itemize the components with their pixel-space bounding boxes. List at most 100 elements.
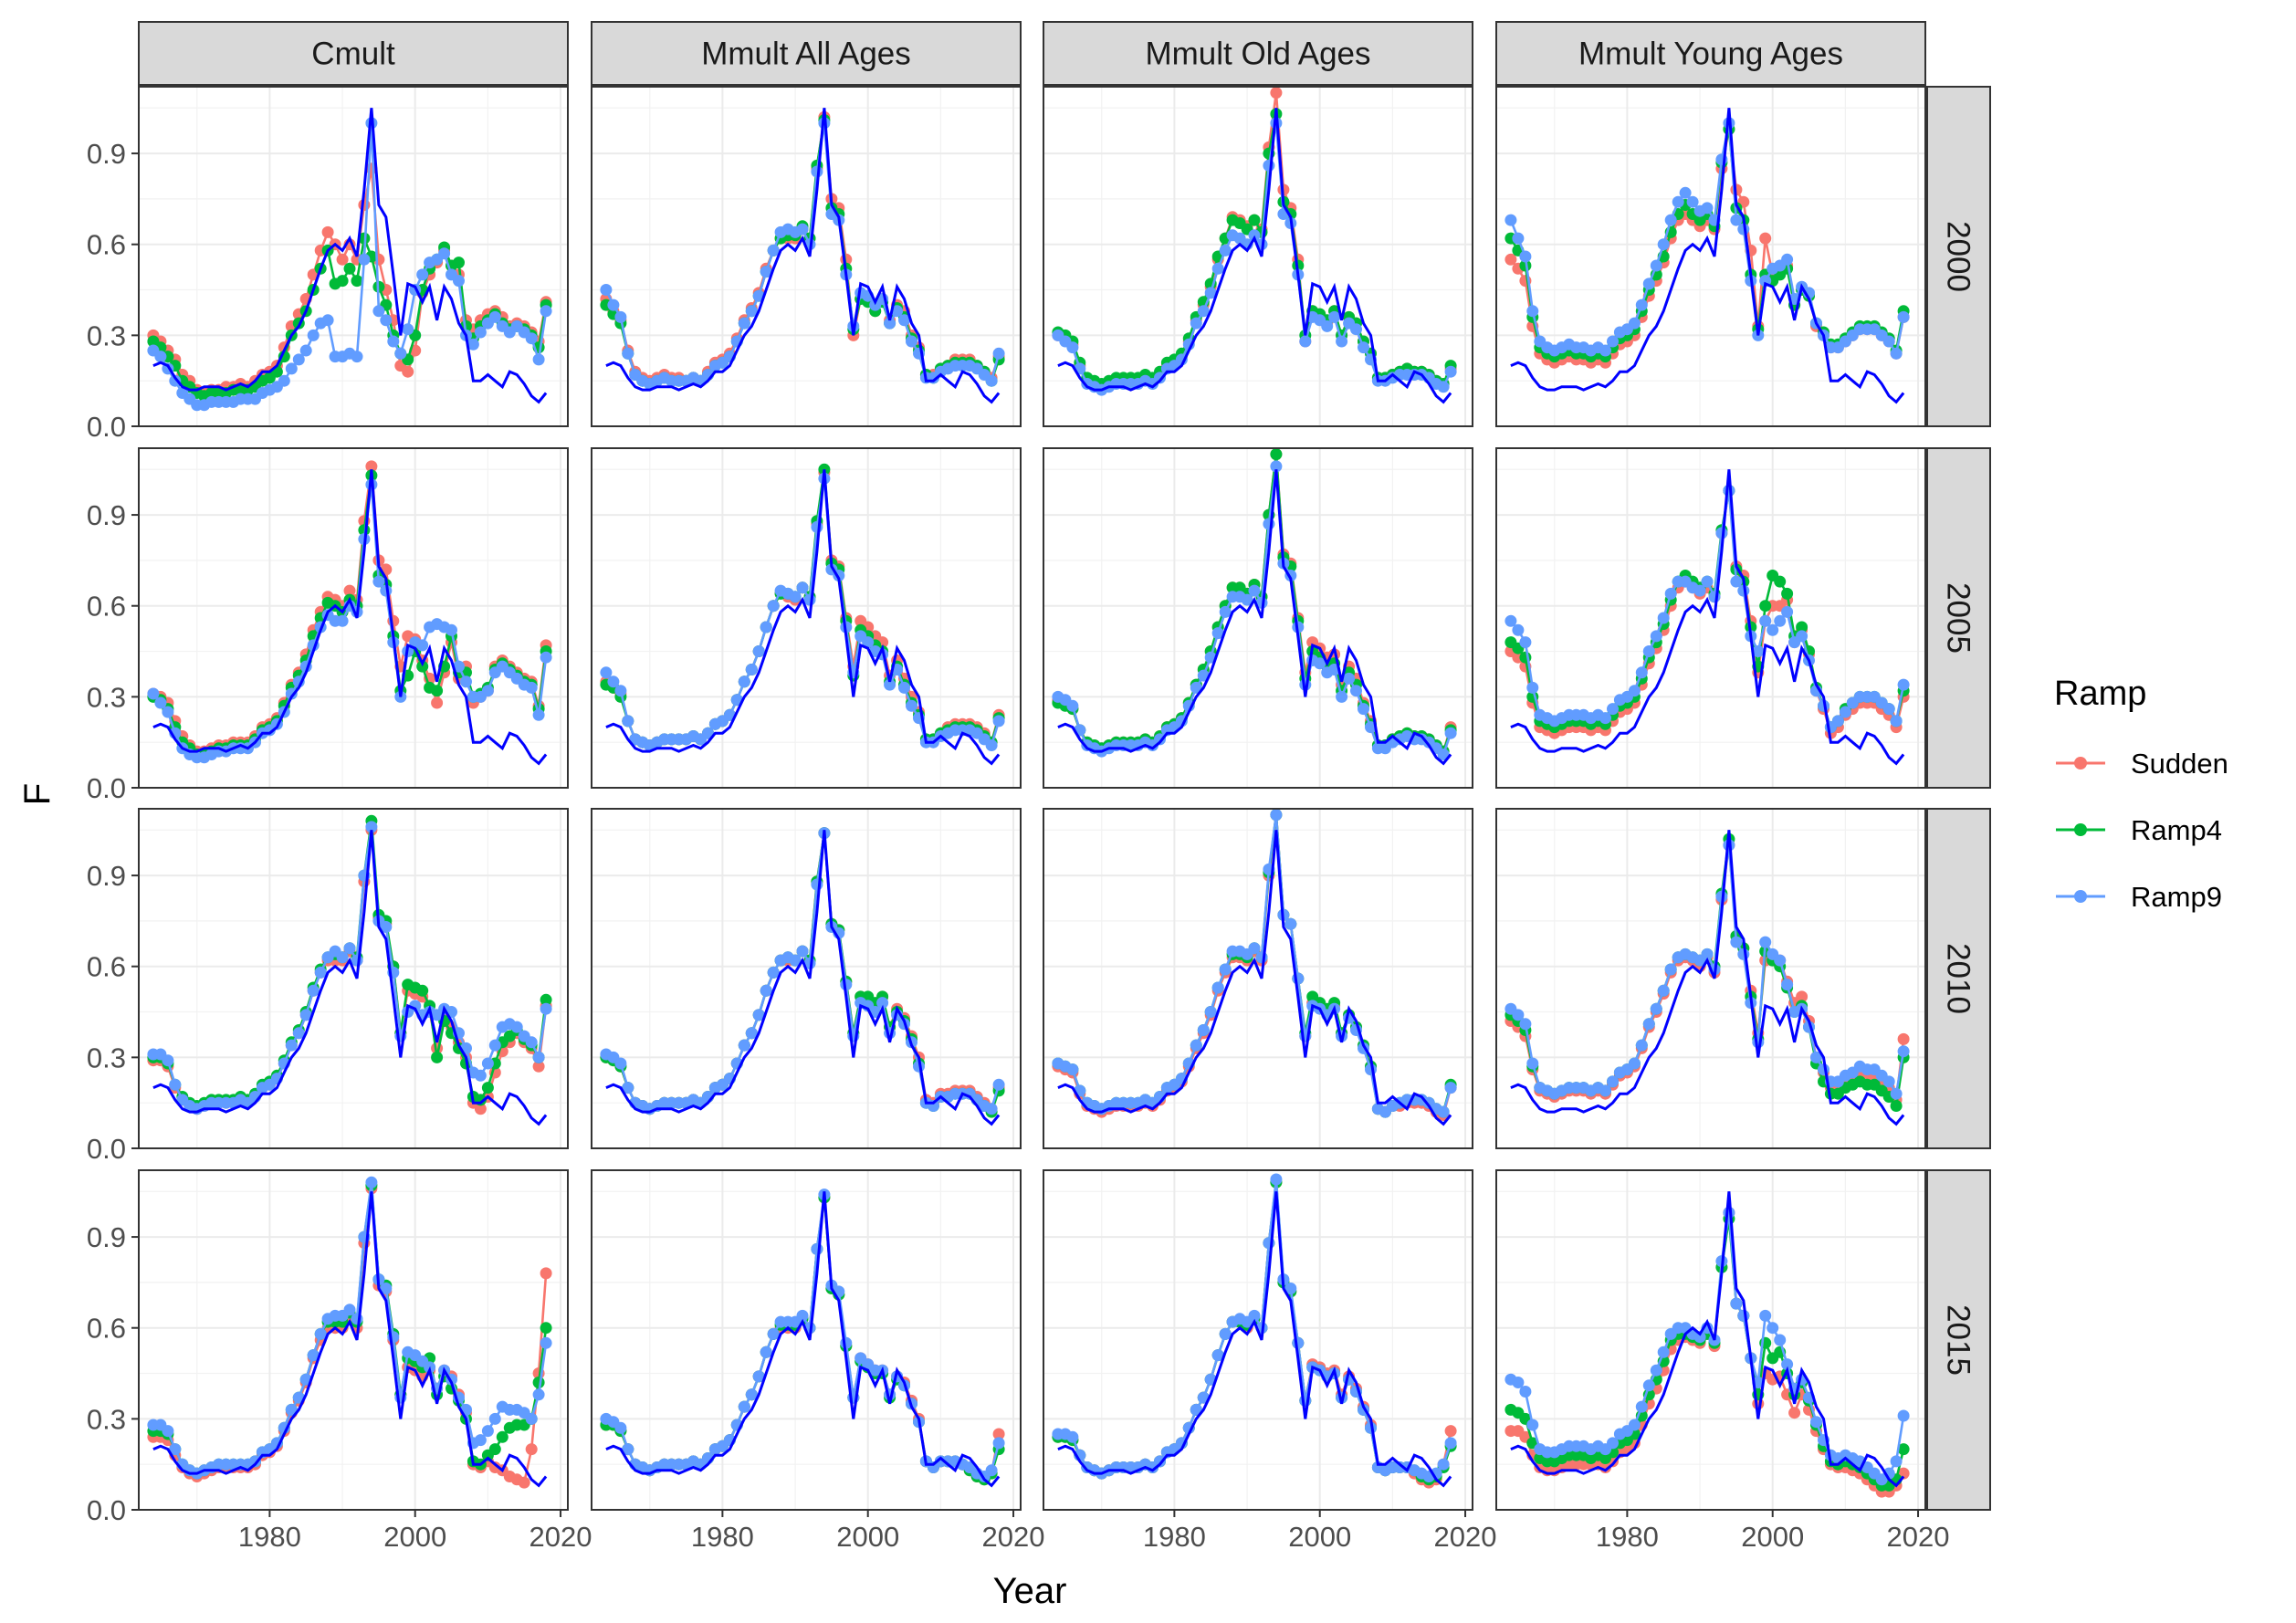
data-point-ramp9 [906, 335, 917, 348]
reference-line [605, 469, 1001, 766]
data-point-ramp9 [278, 374, 290, 387]
panel-mmult-old-ages-2015 [1043, 1169, 1473, 1511]
data-point-ramp9 [1263, 159, 1275, 172]
data-point-ramp9 [460, 675, 472, 688]
data-point-ramp4 [1781, 587, 1794, 600]
data-point-ramp9 [1642, 277, 1655, 290]
data-point-ramp4 [351, 275, 363, 288]
y-tick-label: 0.3 [87, 319, 126, 351]
data-point-ramp9 [1154, 372, 1166, 384]
x-axis-title: Year [993, 1571, 1067, 1611]
data-point-ramp9 [1248, 1309, 1261, 1322]
data-point-ramp9 [169, 1078, 182, 1091]
data-point-ramp9 [1693, 584, 1706, 597]
facet-strip-row-2005: 2005 [1926, 447, 1991, 789]
data-point-ramp9 [467, 338, 479, 351]
legend-entry-sudden: Sudden [2056, 748, 2228, 780]
legend-label: Sudden [2131, 748, 2228, 780]
data-point-ramp4 [540, 993, 552, 1006]
data-point-sudden [1444, 1425, 1457, 1438]
data-point-ramp9 [314, 966, 327, 979]
data-point-ramp9 [1897, 1409, 1910, 1422]
data-point-ramp9 [811, 520, 823, 533]
panel-mmult-old-ages-2000 [1043, 86, 1473, 427]
data-point-ramp9 [481, 1425, 494, 1438]
data-point-ramp9 [600, 666, 613, 679]
data-point-ramp9 [1190, 317, 1202, 330]
panel-background [139, 1170, 568, 1510]
data-point-ramp4 [1897, 1443, 1910, 1456]
data-point-ramp4 [1890, 1100, 1903, 1112]
facet-strip-label: Mmult All Ages [701, 37, 911, 72]
data-point-ramp9 [1628, 1419, 1641, 1431]
data-point-ramp9 [1255, 951, 1268, 964]
data-point-ramp9 [1444, 365, 1457, 378]
data-point-ramp9 [1154, 733, 1166, 746]
data-point-ramp4 [488, 1443, 501, 1456]
data-point-ramp9 [1211, 981, 1224, 994]
panel-cmult-2015 [138, 1169, 569, 1511]
data-point-ramp9 [1270, 1173, 1283, 1186]
x-tick-label: 1980 [238, 1521, 301, 1553]
data-point-ramp9 [1314, 657, 1326, 670]
reference-line [1057, 469, 1452, 766]
panel-border [138, 1169, 569, 1511]
data-point-ramp9 [876, 997, 889, 1010]
data-point-ramp9 [1190, 1039, 1202, 1052]
data-point-ramp9 [453, 275, 465, 288]
facet-strip-mmult-old-ages: Mmult Old Ages [1043, 21, 1473, 86]
x-tick-label: 2000 [1741, 1521, 1804, 1553]
data-point-ramp9 [622, 1443, 634, 1456]
panel-border [1495, 1169, 1926, 1511]
data-point-ramp9 [884, 678, 896, 691]
data-point-ramp9 [358, 253, 371, 266]
data-point-ramp9 [307, 984, 320, 997]
data-point-ramp9 [285, 687, 298, 700]
data-point-ramp9 [1657, 238, 1670, 251]
data-point-ramp9 [540, 1002, 552, 1015]
panel-border [1043, 447, 1473, 789]
data-point-ramp9 [1336, 335, 1348, 348]
data-point-ramp9 [285, 362, 298, 375]
data-point-ramp9 [1635, 298, 1648, 311]
panel-border [138, 808, 569, 1149]
legend-label: Ramp4 [2131, 814, 2222, 846]
data-point-ramp9 [1066, 341, 1079, 354]
reference-line [1510, 108, 1905, 404]
data-point-ramp9 [752, 1009, 765, 1021]
panel-border [1495, 86, 1926, 427]
reference-line [1057, 830, 1452, 1126]
data-point-ramp9 [474, 1069, 487, 1082]
data-point-ramp9 [1197, 305, 1210, 318]
data-point-ramp9 [1066, 699, 1079, 712]
data-point-ramp9 [862, 636, 875, 649]
data-point-ramp9 [1444, 1437, 1457, 1450]
data-point-ramp9 [1810, 1416, 1822, 1429]
data-point-ramp9 [488, 1412, 501, 1425]
facet-strip-label: Cmult [311, 37, 395, 72]
data-point-ramp9 [488, 1039, 501, 1052]
series-ramp9 [1504, 1207, 1910, 1486]
data-point-ramp9 [1890, 715, 1903, 728]
data-point-ramp9 [1686, 195, 1699, 208]
data-point-ramp9 [1730, 1297, 1743, 1310]
panel-background [1496, 448, 1925, 788]
data-point-ramp9 [1066, 1063, 1079, 1076]
data-point-ramp9 [796, 223, 809, 236]
y-tick-label: 0.3 [87, 1403, 126, 1435]
legend-key-point [2074, 823, 2087, 836]
data-point-ramp9 [1512, 623, 1525, 636]
data-point-ramp9 [1796, 630, 1808, 643]
data-point-ramp9 [1599, 1084, 1611, 1097]
panel-mmult-young-ages-2000 [1495, 86, 1926, 427]
data-point-ramp9 [1628, 685, 1641, 697]
data-point-ramp9 [1701, 202, 1714, 215]
data-point-ramp9 [1444, 1082, 1457, 1094]
data-point-ramp4 [416, 984, 429, 997]
data-point-sudden [336, 253, 349, 266]
data-point-ramp9 [1882, 335, 1895, 348]
data-point-ramp9 [394, 347, 407, 360]
data-point-ramp9 [1890, 347, 1903, 360]
facet-strip-label: Mmult Old Ages [1145, 37, 1370, 72]
